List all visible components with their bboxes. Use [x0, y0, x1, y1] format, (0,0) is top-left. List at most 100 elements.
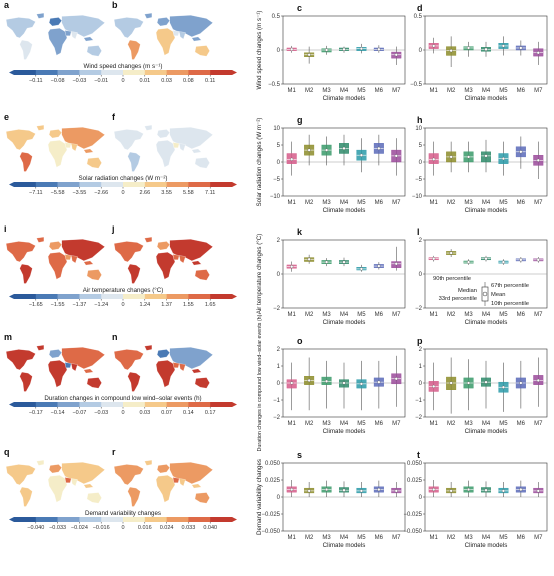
map-region	[113, 464, 144, 486]
mean-marker	[325, 379, 329, 383]
map-region	[19, 263, 33, 284]
y-tick-label: 0	[277, 48, 281, 54]
mean-marker	[359, 489, 363, 493]
map-region	[36, 459, 45, 466]
mean-marker	[394, 489, 398, 493]
map-region	[47, 28, 68, 56]
x-tick-label: M6	[375, 312, 384, 318]
map-region	[127, 486, 141, 507]
colorbar-segment	[210, 402, 233, 407]
colorbar-segment	[166, 182, 189, 187]
mean-marker	[377, 47, 381, 51]
mean-marker	[519, 258, 523, 262]
colorbar-tick-label: 0	[121, 78, 124, 84]
colorbar-segment	[166, 402, 189, 407]
y-tick-label: 2	[277, 347, 281, 353]
y-tick-label: 5	[277, 143, 281, 149]
colorbar-segment	[210, 517, 233, 522]
x-tick-label: M4	[482, 88, 491, 94]
x-axis-title: Climate models	[323, 319, 366, 326]
map-region	[71, 255, 78, 264]
colorbar-segment	[57, 517, 80, 522]
x-tick-label: M4	[482, 535, 491, 541]
x-tick-label: M3	[322, 535, 331, 541]
panel-label: l	[417, 227, 420, 237]
map-region	[19, 486, 33, 507]
map-region	[155, 28, 176, 56]
mean-marker	[342, 146, 346, 150]
colorbar-segment	[79, 517, 102, 522]
x-tick-label: M7	[534, 535, 543, 541]
colorbar-segment	[57, 70, 80, 75]
y-tick-label: −5	[273, 177, 281, 183]
legend-33rd: 33rd percentile	[439, 296, 477, 302]
y-tick-label: 0.025	[265, 478, 281, 484]
map-region	[61, 15, 106, 37]
x-tick-label: M1	[430, 200, 439, 206]
mean-marker	[484, 488, 488, 492]
y-tick-label: −2	[273, 306, 281, 312]
x-tick-label: M2	[447, 312, 456, 318]
x-tick-label: M5	[499, 421, 508, 427]
map-region	[194, 269, 210, 281]
map-region	[19, 151, 33, 172]
x-tick-label: M2	[305, 421, 314, 427]
world-map	[113, 124, 214, 172]
colorbar-segment	[57, 294, 80, 299]
map-region	[144, 236, 153, 243]
mean-marker	[325, 260, 329, 264]
colorbar-arrow-left	[9, 294, 14, 299]
map-region	[86, 492, 102, 504]
panel-label: a	[4, 0, 10, 10]
x-tick-label: M6	[375, 200, 384, 206]
map-region	[191, 260, 202, 266]
map-region	[36, 12, 45, 19]
mean-marker	[467, 46, 471, 50]
mean-marker	[449, 251, 453, 255]
x-tick-label: M7	[534, 421, 543, 427]
mean-marker	[359, 47, 363, 51]
colorbar-tick-label: −0.08	[51, 78, 65, 84]
colorbar-tick-label: 1.65	[205, 302, 216, 308]
colorbar-tick-label: 0.14	[183, 410, 194, 416]
y-tick-label: −1	[415, 398, 423, 404]
panel-label: q	[4, 447, 10, 457]
colorbar-title: Demand variability changes	[85, 510, 161, 517]
y-axis-title: Demand variability changes	[256, 459, 263, 535]
colorbar-arrow-right	[232, 294, 237, 299]
world-map	[5, 236, 106, 284]
map-region	[47, 252, 68, 280]
y-tick-label: 1	[419, 364, 423, 370]
map-region	[169, 127, 214, 149]
colorbar-tick-label: −0.07	[72, 410, 86, 416]
mean-marker	[484, 380, 488, 384]
x-tick-label: M6	[375, 421, 384, 427]
mean-marker	[325, 148, 329, 152]
legend-67th: 67th percentile	[491, 283, 529, 289]
colorbar-segment	[101, 70, 124, 75]
colorbar-tick-label: −1.55	[51, 302, 65, 308]
colorbar-tick-label: 0.01	[139, 78, 150, 84]
y-tick-label: −5	[415, 177, 423, 183]
colorbar-tick-label: −0.016	[93, 525, 110, 531]
panel-label: m	[4, 332, 12, 342]
colorbar-segment	[35, 70, 58, 75]
map-region	[49, 464, 62, 474]
map-region	[179, 143, 186, 152]
panel-label: i	[4, 224, 7, 234]
panel-label: p	[417, 336, 423, 346]
y-tick-label: −0.050	[261, 529, 280, 535]
x-tick-label: M2	[305, 312, 314, 318]
mean-marker	[536, 378, 540, 383]
map-region	[172, 142, 180, 148]
panel-label: k	[297, 227, 303, 237]
map-region	[155, 360, 176, 388]
map-region	[191, 368, 202, 374]
legend-10th: 10th percentile	[491, 301, 529, 307]
mean-marker	[467, 260, 471, 264]
x-tick-label: M4	[340, 535, 349, 541]
colorbar-segment	[14, 517, 37, 522]
colorbar-tick-label: −7.11	[29, 190, 43, 196]
panel-label: e	[4, 112, 9, 122]
